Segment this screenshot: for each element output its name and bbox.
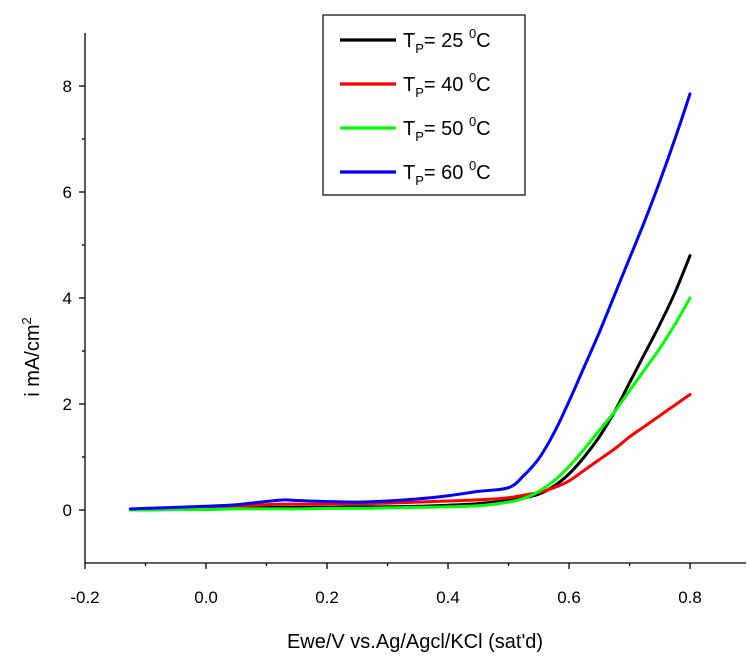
x-tick-label: 0.4 — [436, 588, 460, 607]
legend-entry-tp-25: TP= 25 0C — [340, 26, 491, 56]
series-layer — [128, 92, 692, 512]
axes: -0.2 0.0 0.2 0.4 0.6 0.8 0 2 4 6 8 — [63, 33, 746, 607]
legend-label: TP= 50 0C — [403, 114, 491, 144]
y-tick-label: 0 — [63, 501, 72, 520]
series-line-tp-50 — [128, 296, 692, 512]
x-tick-label: 0.2 — [315, 588, 339, 607]
series-line-tp-40 — [128, 393, 692, 512]
x-tick-label: 0.0 — [194, 588, 218, 607]
y-tick-label: 6 — [63, 183, 72, 202]
y-axis-label-superscript: 2 — [19, 317, 34, 324]
legend-entry-tp-60: TP= 60 0C — [340, 158, 491, 188]
legend-box — [322, 14, 526, 196]
legend-label: TP= 60 0C — [403, 158, 491, 188]
legend: TP= 25 0C TP= 40 0C TP= 50 0C TP= 60 0C — [322, 14, 526, 196]
legend-entry-tp-40: TP= 40 0C — [340, 70, 491, 100]
series-line-tp-60 — [128, 92, 692, 511]
series-line-tp-25 — [128, 254, 692, 512]
y-tick-label: 4 — [63, 289, 72, 308]
y-axis-label-text: i mA/cm — [22, 325, 44, 397]
y-axis-label: i mA/cm2 — [19, 317, 44, 396]
x-axis-label: Ewe/V vs.Ag/Agcl/KCl (sat'd) — [287, 631, 543, 653]
x-tick-label: 0.6 — [557, 588, 581, 607]
legend-label: TP= 25 0C — [403, 26, 491, 56]
x-tick-label: -0.2 — [70, 588, 99, 607]
legend-entry-tp-50: TP= 50 0C — [340, 114, 491, 144]
x-tick-label: 0.8 — [678, 588, 702, 607]
y-tick-label: 2 — [63, 395, 72, 414]
x-ticks: -0.2 0.0 0.2 0.4 0.6 0.8 — [70, 563, 702, 607]
legend-label: TP= 40 0C — [403, 70, 491, 100]
y-ticks: 0 2 4 6 8 — [63, 77, 85, 520]
y-tick-label: 8 — [63, 77, 72, 96]
